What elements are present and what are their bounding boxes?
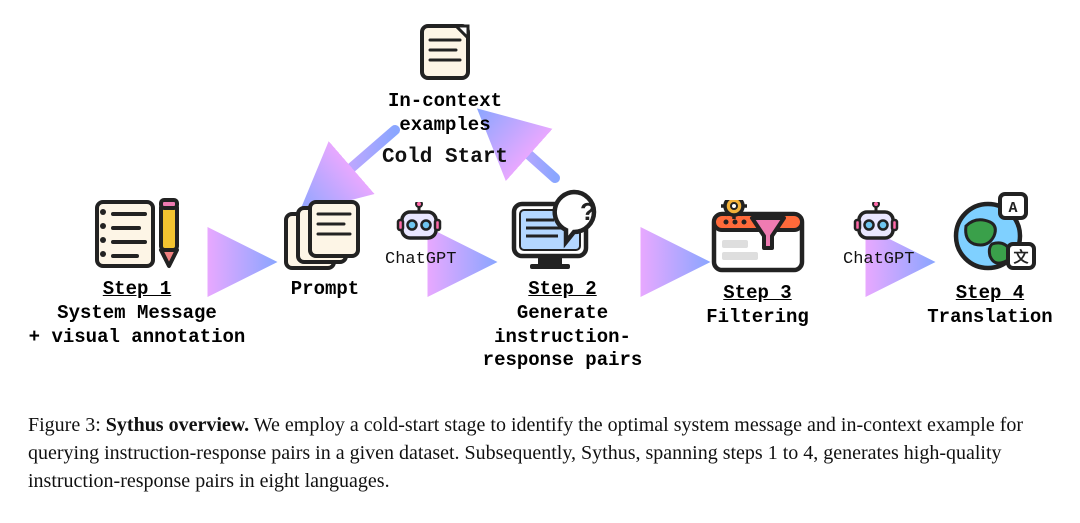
chatgpt-label-1: ChatGPT xyxy=(385,250,456,269)
node-step4: A 文 Step 4 Translation xyxy=(915,190,1065,330)
node-step1: Step 1 System Message + visual annotatio… xyxy=(28,196,246,349)
step2-label: Step 2 Generate instruction- response pa… xyxy=(470,278,655,373)
robot-icon xyxy=(853,202,899,246)
chatgpt-icon-1 xyxy=(395,202,443,251)
step1-label: Step 1 System Message + visual annotatio… xyxy=(28,278,246,349)
step3-label: Step 3 Filtering xyxy=(685,282,830,330)
prompt-label: Prompt xyxy=(265,278,385,302)
node-context: In-context examples xyxy=(370,20,520,138)
svg-text:?: ? xyxy=(580,198,596,228)
node-prompt: Prompt xyxy=(265,200,385,302)
svg-text:A: A xyxy=(1008,200,1017,217)
context-label: In-context examples xyxy=(370,90,520,138)
sythus-diagram: Step 1 System Message + visual annotatio… xyxy=(0,0,1080,523)
filter-browser-icon xyxy=(708,200,808,276)
node-step2: ? Step 2 Generate instruction- response … xyxy=(470,186,655,373)
notes-pencil-icon xyxy=(89,196,185,272)
chatgpt-icon-2 xyxy=(852,202,900,251)
step4-label: Step 4 Translation xyxy=(915,282,1065,330)
monitor-speech-icon: ? xyxy=(508,186,618,272)
cold-start-label: Cold Start xyxy=(382,146,508,169)
caption-prefix: Figure 3: xyxy=(28,414,106,436)
node-step3: Step 3 Filtering xyxy=(685,200,830,330)
figure-caption: Figure 3: Sythus overview. We employ a c… xyxy=(28,411,1052,495)
chatgpt-label-2: ChatGPT xyxy=(843,250,914,269)
prompt-docs-icon xyxy=(282,200,368,272)
caption-bold: Sythus overview. xyxy=(106,414,249,436)
robot-icon xyxy=(396,202,442,246)
context-doc-icon xyxy=(412,20,478,84)
globe-translate-icon: A 文 xyxy=(942,190,1038,276)
svg-text:文: 文 xyxy=(1013,248,1029,267)
